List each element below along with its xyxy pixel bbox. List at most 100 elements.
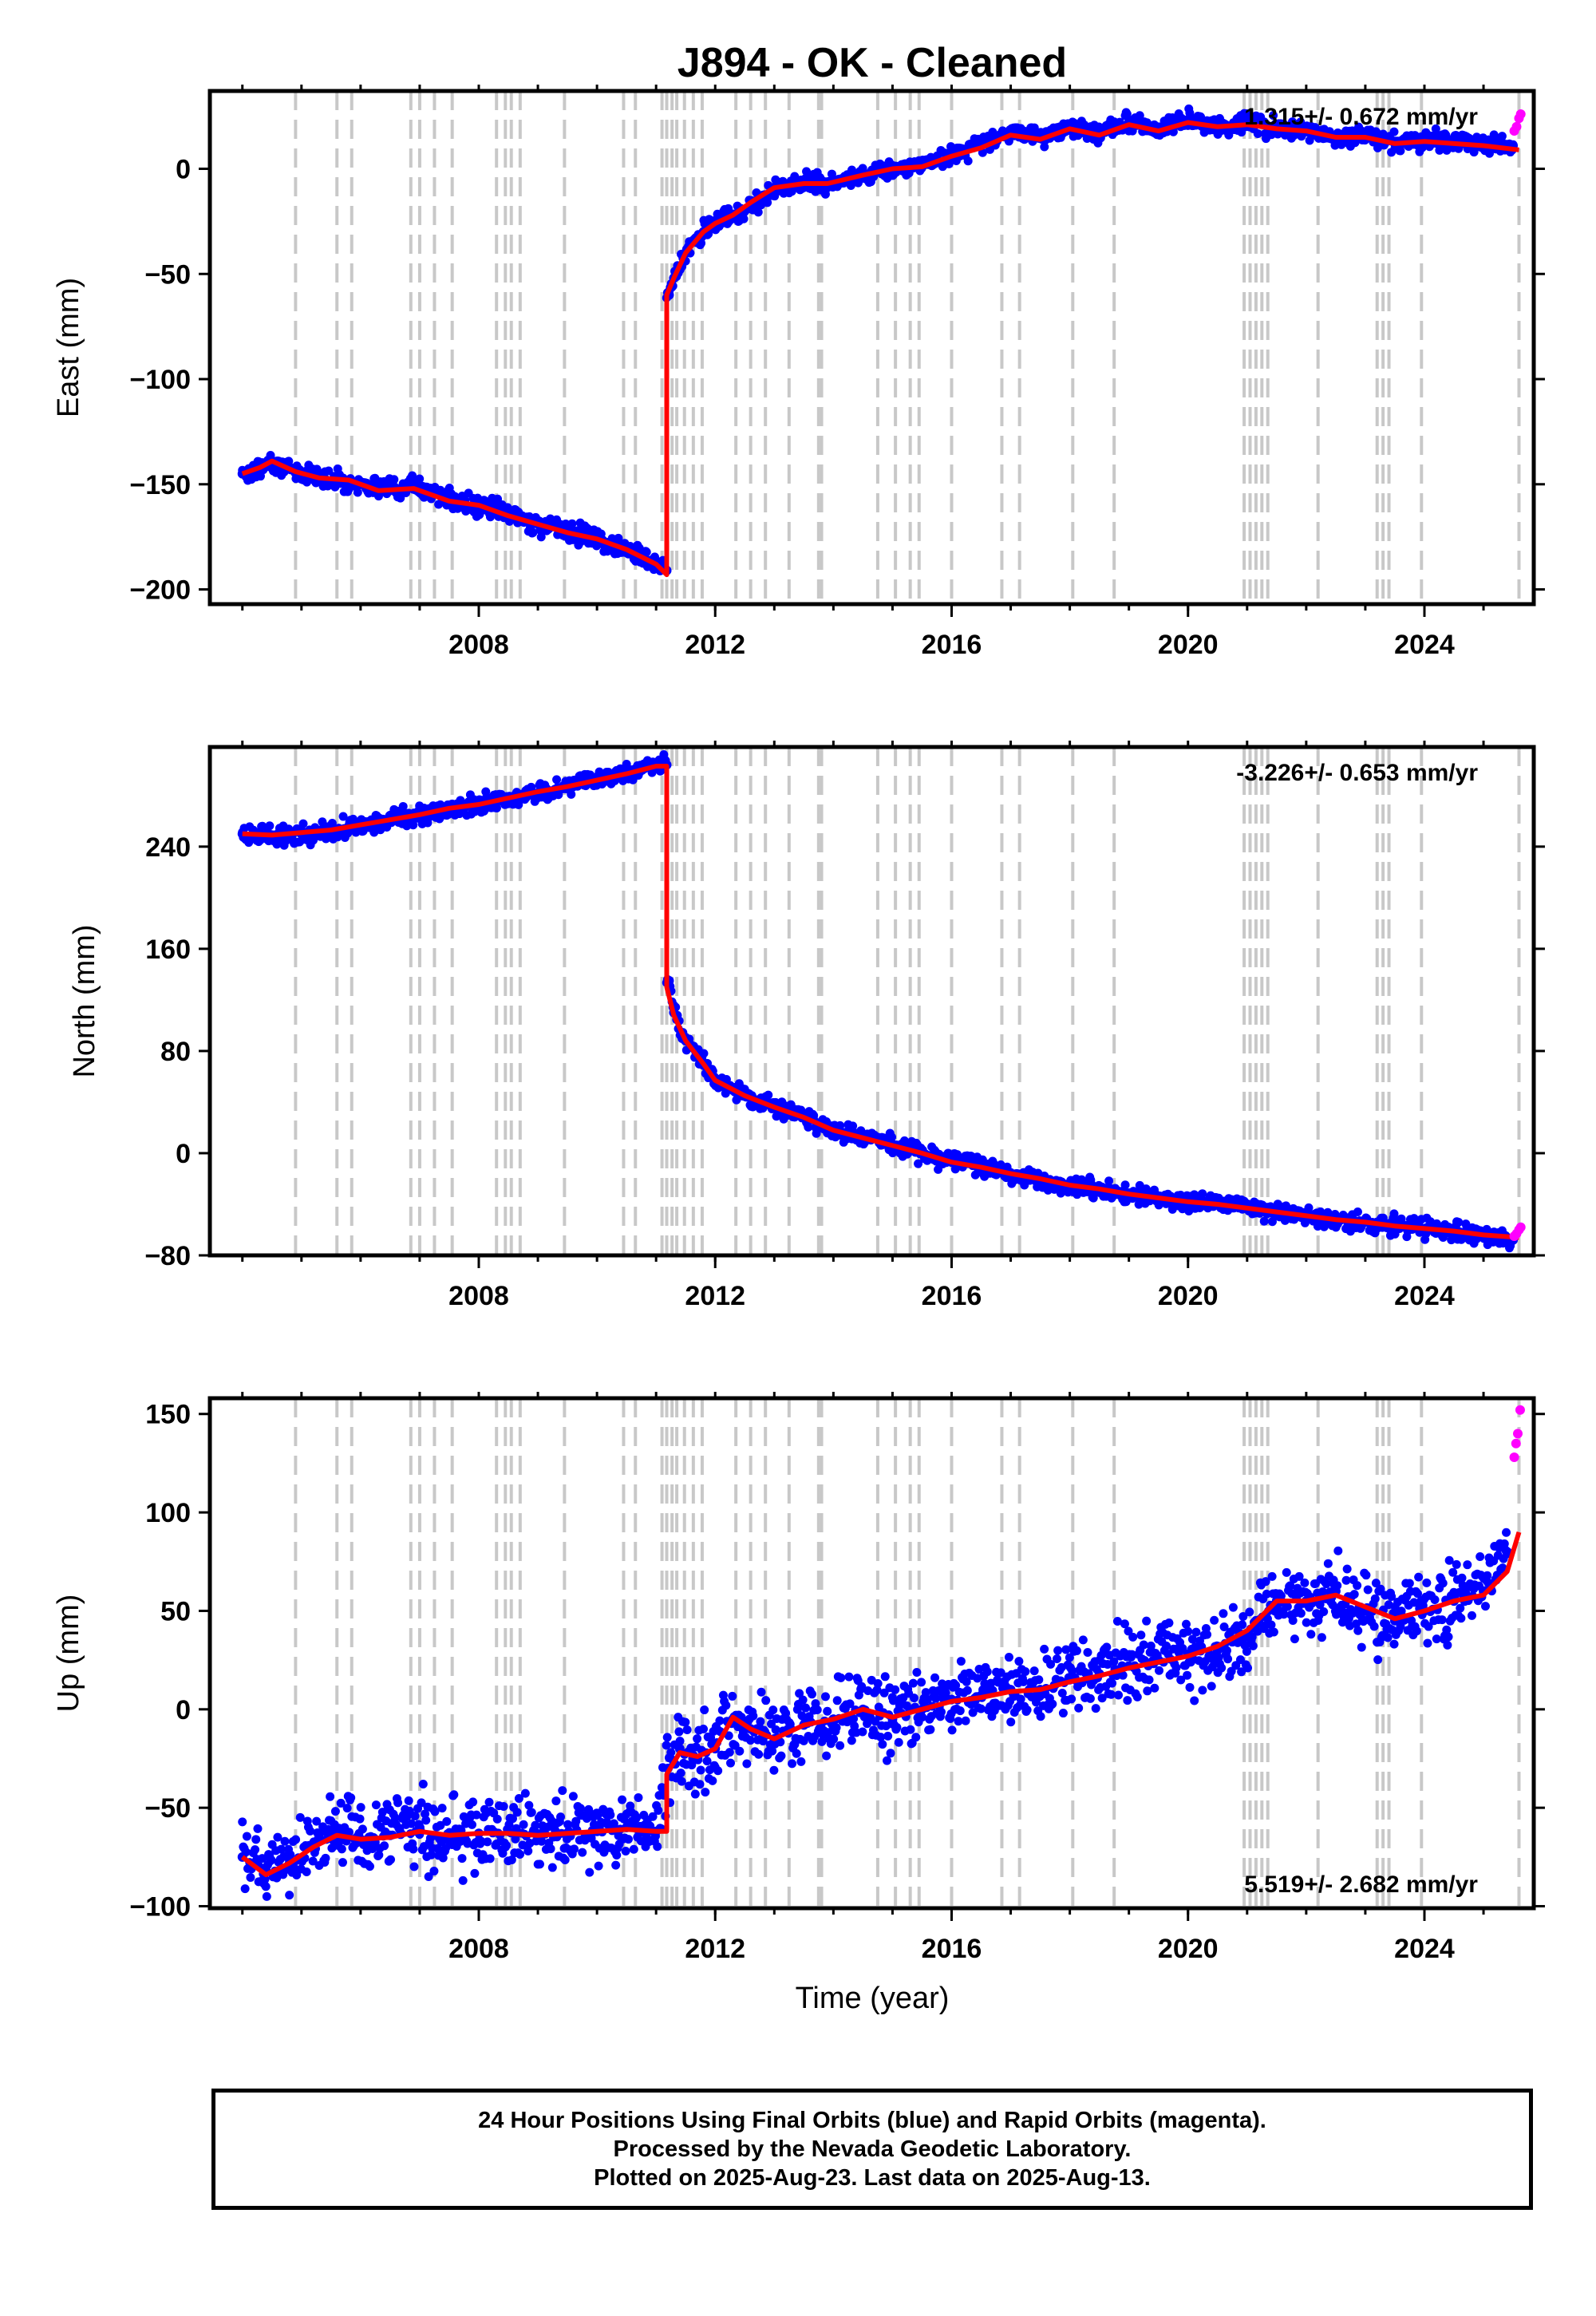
final-orbit-point <box>742 1759 752 1769</box>
final-orbit-point <box>1389 127 1399 136</box>
panel-up: −100 −50 0 50 100 150 2008 2012 2016 2020 2024 Up (… <box>52 1392 1545 1964</box>
final-orbit-point <box>887 1132 897 1142</box>
final-orbit-point <box>632 1812 642 1822</box>
caption-line-3: Plotted on 2025-Aug-23. Last data on 202… <box>594 2165 1151 2191</box>
panel-frame <box>207 745 1536 1258</box>
final-orbit-point <box>1262 1589 1271 1599</box>
rapid-orbit-point <box>1515 109 1526 119</box>
final-orbit-point <box>1306 1630 1316 1639</box>
final-orbit-point <box>1480 1602 1490 1611</box>
final-orbit-point <box>1135 111 1144 121</box>
final-orbit-point <box>251 1845 260 1855</box>
y-tick-label: 50 <box>160 1596 191 1626</box>
final-orbit-point <box>1243 1663 1253 1673</box>
final-orbit-point <box>536 532 546 542</box>
final-orbit-point <box>1242 1646 1251 1656</box>
final-orbit-point <box>1053 1646 1063 1655</box>
final-orbit-point <box>1210 1615 1219 1625</box>
final-orbit-point <box>1198 1189 1207 1199</box>
final-orbit-point <box>1183 1670 1192 1680</box>
final-orbit-point <box>1431 124 1440 133</box>
final-orbit-point <box>1369 1622 1379 1631</box>
final-orbit-point <box>1217 1663 1227 1673</box>
y-tick-label: 0 <box>176 155 191 185</box>
final-orbit-point <box>585 1867 595 1877</box>
final-orbit-point <box>807 1690 816 1699</box>
final-orbit-point <box>795 1689 804 1698</box>
final-orbit-point <box>687 1761 697 1770</box>
final-orbit-point <box>575 1804 585 1813</box>
caption-line-2: Processed by the Nevada Geodetic Laborat… <box>613 2136 1132 2162</box>
final-orbit-point <box>662 1741 671 1750</box>
final-orbit-point <box>735 1746 745 1756</box>
final-orbit-point <box>1389 1639 1399 1649</box>
final-orbit-point <box>238 1817 247 1827</box>
final-orbit-point <box>1396 146 1405 156</box>
final-orbit-point <box>961 1716 970 1725</box>
rate-label: 1.315+/- 0.672 mm/yr <box>1244 104 1478 130</box>
final-orbit-point <box>1363 1585 1373 1595</box>
final-orbit-point <box>1351 1619 1361 1629</box>
final-orbit-point <box>699 1725 709 1734</box>
final-orbit-point <box>1414 1572 1424 1582</box>
final-orbit-point <box>1191 1627 1201 1637</box>
final-orbit-point <box>407 1819 417 1828</box>
final-orbit-point <box>514 1793 523 1803</box>
final-orbit-point <box>1248 1641 1258 1650</box>
final-orbit-point <box>1198 1686 1207 1695</box>
final-orbit-point <box>1304 1203 1314 1212</box>
final-orbit-point <box>879 1688 889 1697</box>
final-orbit-point <box>365 1862 374 1871</box>
final-orbit-point <box>1029 1666 1039 1676</box>
final-orbit-point <box>845 1699 855 1709</box>
final-orbit-point <box>371 1800 381 1810</box>
final-orbit-point <box>873 1678 883 1688</box>
final-orbit-point <box>1442 1625 1452 1634</box>
final-orbit-point <box>918 1713 927 1722</box>
final-orbit-point <box>1238 1620 1247 1630</box>
final-orbit-point <box>1222 1646 1231 1655</box>
final-orbit-point <box>728 1691 737 1701</box>
final-orbit-point <box>618 1795 627 1804</box>
final-orbit-point <box>335 1836 345 1846</box>
final-orbit-point <box>951 1681 961 1690</box>
final-orbit-point <box>1143 1686 1152 1696</box>
caption-line-1: 24 Hour Positions Using Final Orbits (bl… <box>478 2108 1266 2133</box>
final-orbit-point <box>1371 1579 1381 1588</box>
final-orbit-point <box>1078 1635 1088 1645</box>
final-orbit-point <box>1323 1559 1333 1568</box>
final-orbit-point <box>792 1749 801 1758</box>
final-orbit-point <box>1267 1571 1277 1581</box>
final-orbit-point <box>398 801 408 811</box>
final-orbit-point <box>1259 1216 1269 1226</box>
final-orbit-point <box>1317 1633 1326 1642</box>
final-orbit-point <box>1112 1616 1122 1626</box>
final-orbit-point <box>567 789 576 799</box>
final-orbit-point <box>483 1837 492 1847</box>
final-orbit-point <box>1207 1682 1216 1691</box>
y-tick-label: 0 <box>176 1695 191 1725</box>
final-orbit-point <box>410 1812 420 1821</box>
final-orbit-point <box>338 812 348 821</box>
final-orbit-point <box>1253 128 1262 138</box>
final-orbit-point <box>265 821 275 831</box>
final-orbit-point <box>476 1836 486 1846</box>
final-orbit-point <box>1409 1598 1419 1607</box>
final-orbit-point <box>336 1798 346 1808</box>
final-orbit-point <box>262 1891 271 1901</box>
final-orbit-point <box>858 1727 867 1737</box>
final-orbit-point <box>326 1792 335 1801</box>
final-orbit-point <box>442 1816 452 1826</box>
final-orbit-point <box>1074 1703 1084 1713</box>
final-orbit-point <box>523 1846 533 1856</box>
final-orbit-point <box>1370 1594 1380 1603</box>
final-orbit-point <box>1387 1591 1396 1601</box>
final-orbit-point <box>788 1759 797 1769</box>
final-orbit-points <box>237 750 1519 1253</box>
final-orbit-point <box>1349 1590 1359 1599</box>
final-orbit-point <box>878 1740 887 1749</box>
final-orbit-point <box>1318 1587 1328 1596</box>
final-orbit-point <box>1132 1692 1142 1701</box>
x-tick-label: 2012 <box>685 1934 745 1964</box>
final-orbit-point <box>1207 1662 1217 1672</box>
